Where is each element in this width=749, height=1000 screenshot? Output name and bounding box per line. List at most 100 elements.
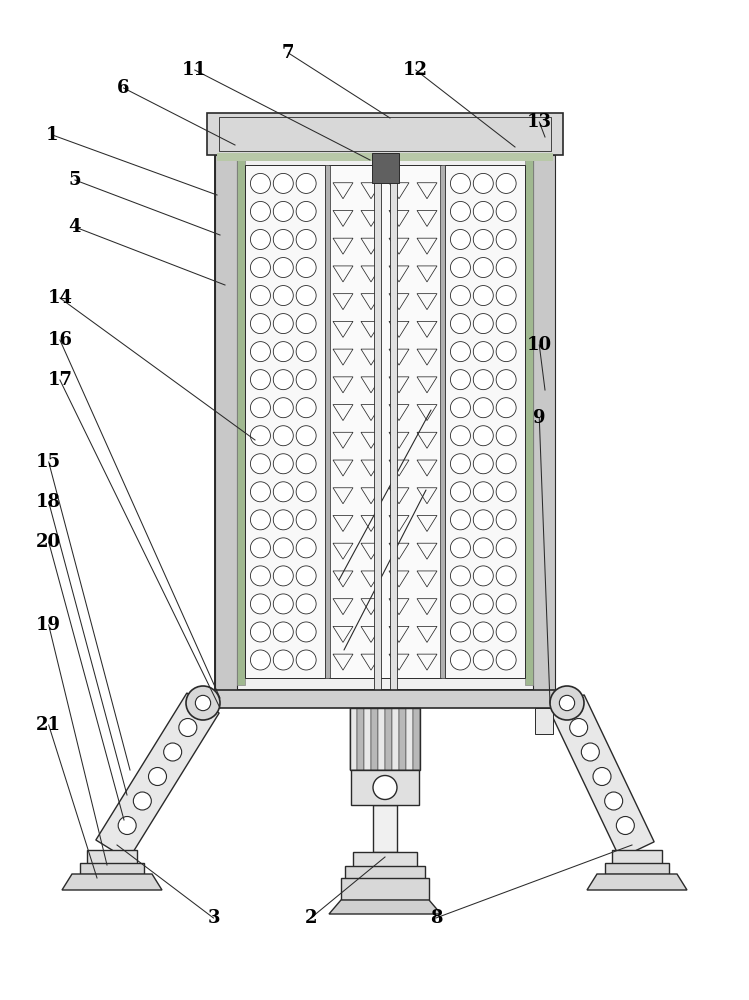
Circle shape <box>250 482 270 502</box>
Bar <box>350 708 357 770</box>
Circle shape <box>496 398 516 418</box>
Circle shape <box>473 258 494 278</box>
Circle shape <box>473 454 494 474</box>
Circle shape <box>296 201 316 221</box>
Circle shape <box>450 201 470 221</box>
Bar <box>406 708 413 770</box>
Bar <box>373 805 397 852</box>
Text: 11: 11 <box>182 61 207 79</box>
Circle shape <box>496 286 516 306</box>
Bar <box>413 708 420 770</box>
Text: 14: 14 <box>47 289 73 307</box>
Polygon shape <box>96 693 219 860</box>
Circle shape <box>496 426 516 446</box>
Circle shape <box>450 650 470 670</box>
Circle shape <box>604 792 622 810</box>
Circle shape <box>296 370 316 390</box>
Text: 6: 6 <box>118 79 130 97</box>
Bar <box>605 863 669 874</box>
Text: 8: 8 <box>430 909 442 927</box>
Circle shape <box>450 482 470 502</box>
Circle shape <box>373 776 397 800</box>
Circle shape <box>296 622 316 642</box>
Circle shape <box>496 594 516 614</box>
Circle shape <box>273 594 294 614</box>
Circle shape <box>496 566 516 586</box>
Circle shape <box>496 258 516 278</box>
Text: 17: 17 <box>47 371 73 389</box>
Circle shape <box>496 650 516 670</box>
Polygon shape <box>329 900 441 914</box>
Circle shape <box>296 482 316 502</box>
Bar <box>329 165 441 678</box>
Circle shape <box>450 426 470 446</box>
Circle shape <box>296 342 316 362</box>
Circle shape <box>473 398 494 418</box>
Bar <box>389 155 396 690</box>
Bar <box>351 770 419 805</box>
Circle shape <box>496 510 516 530</box>
Circle shape <box>250 538 270 558</box>
Circle shape <box>296 314 316 334</box>
Circle shape <box>250 650 270 670</box>
Circle shape <box>118 816 136 834</box>
Circle shape <box>593 768 611 786</box>
Circle shape <box>250 594 270 614</box>
Circle shape <box>496 482 516 502</box>
Circle shape <box>473 286 494 306</box>
Circle shape <box>273 566 294 586</box>
Circle shape <box>133 792 151 810</box>
Circle shape <box>273 622 294 642</box>
Circle shape <box>273 173 294 193</box>
Bar <box>378 708 385 770</box>
Circle shape <box>250 454 270 474</box>
Text: 3: 3 <box>207 909 219 927</box>
Circle shape <box>450 622 470 642</box>
Circle shape <box>450 454 470 474</box>
Text: 10: 10 <box>527 336 552 354</box>
Circle shape <box>273 538 294 558</box>
Circle shape <box>473 622 494 642</box>
Circle shape <box>273 370 294 390</box>
Bar <box>237 160 245 685</box>
Circle shape <box>148 768 166 786</box>
Text: 18: 18 <box>36 493 61 511</box>
Bar <box>87 850 137 864</box>
Circle shape <box>296 538 316 558</box>
Bar <box>353 852 417 868</box>
Circle shape <box>450 286 470 306</box>
Bar <box>215 155 555 690</box>
Bar <box>364 708 371 770</box>
Circle shape <box>473 342 494 362</box>
Circle shape <box>273 650 294 670</box>
Bar <box>80 863 144 874</box>
Circle shape <box>250 314 270 334</box>
Circle shape <box>450 314 470 334</box>
Circle shape <box>450 398 470 418</box>
Circle shape <box>179 718 197 736</box>
Bar <box>612 850 662 864</box>
Circle shape <box>570 718 588 736</box>
Circle shape <box>250 342 270 362</box>
Bar <box>392 708 399 770</box>
Bar <box>374 155 380 690</box>
Polygon shape <box>62 874 162 890</box>
Bar <box>525 160 533 685</box>
Circle shape <box>164 743 182 761</box>
Circle shape <box>496 229 516 249</box>
Circle shape <box>296 566 316 586</box>
Circle shape <box>250 229 270 249</box>
Text: 15: 15 <box>36 453 61 471</box>
Circle shape <box>273 314 294 334</box>
Bar <box>350 708 420 770</box>
Circle shape <box>273 201 294 221</box>
Text: 5: 5 <box>69 171 81 189</box>
Circle shape <box>250 258 270 278</box>
Circle shape <box>473 173 494 193</box>
Circle shape <box>496 538 516 558</box>
Text: 7: 7 <box>282 44 294 62</box>
Circle shape <box>450 173 470 193</box>
Circle shape <box>473 426 494 446</box>
Circle shape <box>496 201 516 221</box>
Circle shape <box>496 314 516 334</box>
